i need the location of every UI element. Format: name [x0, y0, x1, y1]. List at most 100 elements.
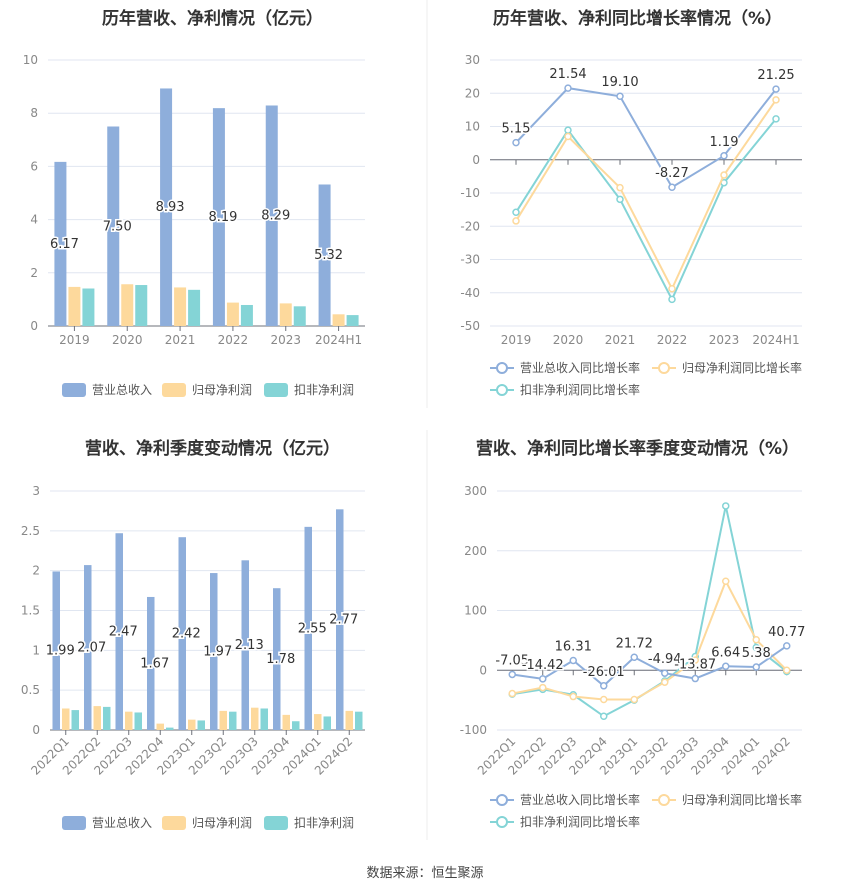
bar-revenue [212, 108, 225, 327]
y-tick-label: 300 [464, 484, 487, 498]
bar-parent-net [156, 723, 164, 730]
data-point [668, 183, 676, 191]
legend-label: 扣非净利润同比增长率 [520, 814, 640, 829]
data-point [512, 138, 520, 147]
data-point [630, 695, 638, 704]
data-point [539, 683, 547, 692]
x-tick-label: 2021 [165, 333, 196, 347]
y-tick-label: 6 [30, 159, 38, 173]
bar-data-label: 1.99 [46, 644, 75, 659]
line-data-label: -13.87 [674, 658, 716, 673]
bar-revenue [304, 526, 312, 730]
bar-parent-net [68, 286, 81, 326]
bar-parent-net [279, 303, 292, 326]
legend-label: 扣非净利润同比增长率 [520, 382, 640, 397]
x-tick-label: 2024H1 [752, 333, 799, 347]
chart-title-quarterly-revenue-profit: 营收、净利季度变动情况（亿元） [85, 439, 340, 459]
bar-revenue [54, 161, 67, 326]
bar-parent-net [345, 710, 353, 730]
legend-swatch [162, 816, 186, 830]
bar-data-label: 7.50 [103, 219, 132, 234]
line-data-label: 21.25 [757, 68, 794, 83]
data-point [691, 674, 699, 683]
y-tick-label: 0 [479, 663, 487, 677]
x-tick-label: 2020 [112, 333, 143, 347]
y-tick-label: 8 [30, 106, 38, 120]
bar-data-label: 1.97 [203, 645, 232, 660]
data-point [772, 85, 780, 93]
bar-parent-net [282, 714, 290, 730]
data-point [691, 656, 699, 664]
y-tick-label: -50 [460, 319, 480, 333]
legend-label: 归母净利润 [192, 383, 252, 397]
data-point [720, 152, 728, 160]
y-tick-label: 0 [472, 153, 480, 167]
bar-deducted-net [135, 285, 148, 326]
bar-deducted-net [229, 711, 237, 730]
legend-marker-icon [658, 362, 670, 374]
x-tick-label: 2023 [270, 333, 301, 347]
bar-deducted-net [260, 708, 268, 730]
legend-marker-icon [496, 362, 508, 374]
y-tick-label: 100 [464, 604, 487, 618]
line-series [515, 118, 777, 302]
bar-data-label: 8.19 [208, 210, 237, 225]
x-tick-label: 2021 [605, 333, 636, 347]
bar-revenue [265, 105, 278, 327]
bar-parent-net [219, 710, 227, 730]
bar-deducted-net [293, 306, 306, 326]
line-series [512, 505, 788, 718]
y-tick-label: -100 [460, 723, 487, 737]
bar-deducted-net [240, 304, 253, 326]
y-tick-label: 10 [23, 53, 38, 67]
bar-data-label: 2.77 [329, 613, 358, 628]
data-point [564, 132, 572, 141]
x-tick-label: 2022 [218, 333, 249, 347]
line-data-label: -7.05 [495, 653, 529, 668]
bar-revenue [115, 533, 123, 730]
bar-revenue [210, 573, 218, 730]
bar-revenue [273, 588, 281, 730]
bar-data-label: 2.55 [298, 621, 327, 636]
x-tick-label: 2019 [59, 333, 90, 347]
line-data-label: 19.10 [601, 75, 638, 90]
legend-swatch [264, 383, 288, 397]
data-point [668, 295, 676, 304]
x-tick-label: 2024H1 [315, 333, 362, 347]
legend-label: 归母净利润同比增长率 [682, 360, 802, 375]
line-data-label: -4.94 [648, 652, 682, 667]
data-point [772, 96, 780, 104]
data-point [720, 171, 728, 179]
y-tick-label: 1.5 [21, 604, 40, 618]
line-series [515, 99, 777, 292]
data-point [508, 670, 516, 679]
bar-deducted-net [346, 315, 359, 326]
bar-parent-net [62, 708, 70, 730]
legend-swatch [62, 383, 86, 397]
bar-data-label: 2.07 [77, 641, 106, 656]
bar-deducted-net [103, 706, 111, 730]
bar-data-label: 5.32 [314, 248, 343, 263]
y-tick-label: 10 [465, 120, 480, 134]
bar-parent-net [121, 284, 134, 326]
bar-deducted-net [292, 721, 300, 730]
data-point [722, 662, 730, 671]
chart-title-quarterly-growth: 营收、净利同比增长率季度变动情况（%） [475, 439, 800, 459]
data-point [722, 577, 730, 585]
bar-revenue [84, 565, 92, 730]
bar-data-label: 2.42 [172, 627, 201, 642]
legend-label: 营业总收入 [92, 383, 152, 397]
y-tick-label: 0 [30, 319, 38, 333]
line-data-label: 5.38 [742, 646, 771, 661]
legend-label: 扣非净利润 [294, 816, 354, 830]
legend-label: 营业总收入同比增长率 [520, 792, 640, 807]
line-data-label: -8.27 [655, 166, 689, 181]
data-point [783, 666, 791, 674]
y-tick-label: 2.5 [21, 524, 40, 538]
legend-label: 归母净利润同比增长率 [682, 792, 802, 807]
bar-deducted-net [188, 289, 201, 326]
bar-data-label: 8.29 [261, 209, 290, 224]
line-data-label: 16.31 [555, 640, 592, 655]
